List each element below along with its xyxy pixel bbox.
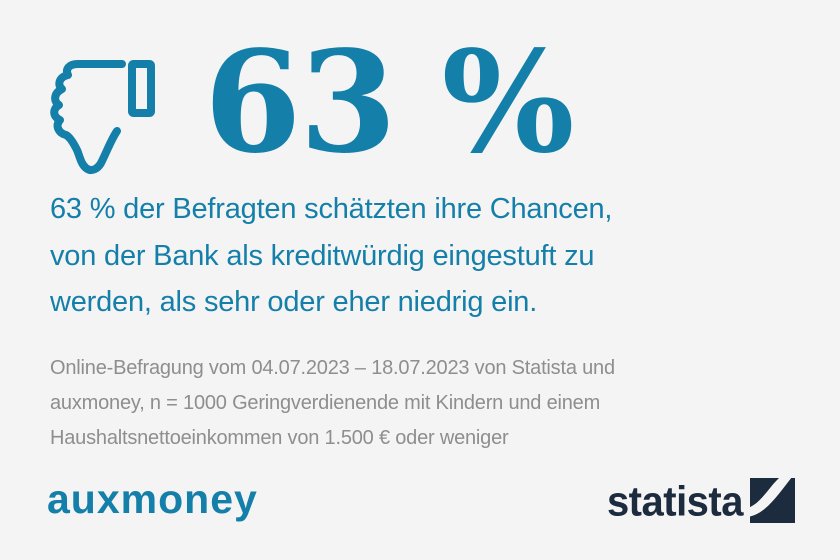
source-note-line-3: Haushaltsnettoeinkommen von 1.500 € oder… (50, 427, 509, 449)
stat-value: 63 % (204, 21, 575, 185)
headline-line-3: werden, als sehr oder eher niedrig ein. (50, 286, 538, 318)
thumbs-down-icon (44, 56, 162, 176)
auxmoney-logo: auxmoney (47, 476, 258, 522)
statista-square-icon (750, 478, 795, 523)
headline-line-2: von der Bank als kreditwürdig eingestuft… (50, 239, 595, 272)
headline: 63 % der Befragten schätzten ihre Chance… (50, 186, 750, 326)
statista-logo: statista (607, 478, 795, 523)
statista-wordmark: statista (606, 479, 744, 526)
cuff-shape (128, 60, 155, 117)
source-note: Online-Befragung vom 04.07.2023 – 18.07.… (50, 351, 750, 456)
hand-shape (50, 60, 126, 174)
headline-line-1: 63 % der Befragten schätzten ihre Chance… (50, 193, 613, 225)
source-note-line-1: Online-Befragung vom 04.07.2023 – 18.07.… (50, 357, 615, 379)
source-note-line-2: auxmoney, n = 1000 Geringverdienende mit… (50, 392, 601, 414)
